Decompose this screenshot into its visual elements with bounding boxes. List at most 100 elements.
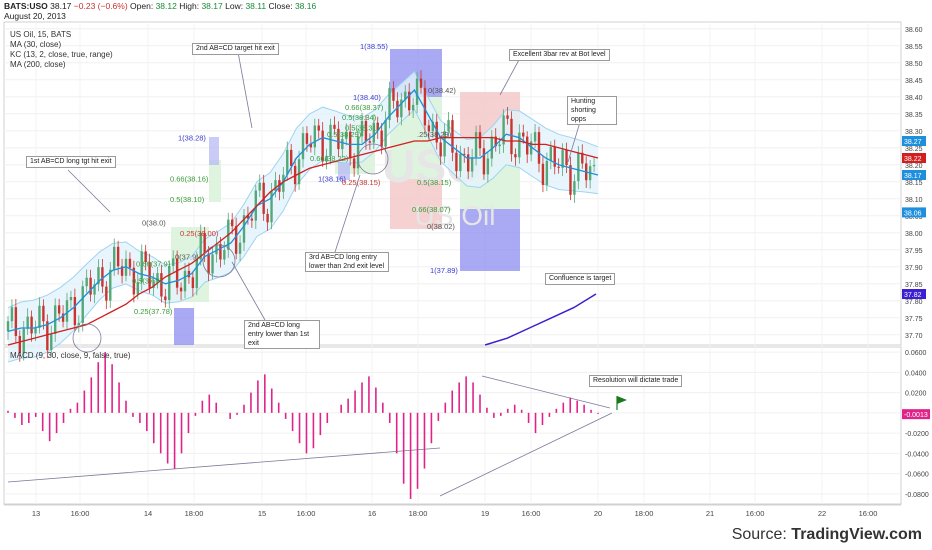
low-value: 38.11 <box>245 1 267 11</box>
indicator-macd[interactable]: MACD (9, 30, close, 9, false, true) <box>10 351 131 360</box>
time-tick-label: 18:00 <box>635 509 654 518</box>
candle-body <box>317 125 320 131</box>
price-tag <box>902 207 926 218</box>
candle-body <box>26 316 29 329</box>
candle-body <box>451 120 454 153</box>
annotation-callout[interactable]: Excellent 3bar rev at Bot level <box>509 49 610 61</box>
candle-body <box>467 154 470 172</box>
fib-level-label: 0(37.9) <box>175 253 199 262</box>
fib-level-label: 0.5(38.15) <box>417 178 452 187</box>
fib-level-label: 0.66(38.16) <box>170 174 209 183</box>
candle-body <box>113 246 116 270</box>
candle-body <box>54 305 57 335</box>
candle-body <box>577 152 580 182</box>
annotation-callout[interactable]: 1st AB=CD long tgt hit exit <box>26 156 116 168</box>
candle-body <box>360 120 364 137</box>
flag-icon <box>616 396 627 410</box>
annotation-callout[interactable]: 2nd AB=CD target hit exit <box>192 43 279 55</box>
annotation-callout[interactable]: Hunting shorting opps <box>567 96 617 125</box>
candle-body <box>148 262 151 288</box>
fib-level-label: 0(38.42) <box>428 86 456 95</box>
macd-tick-label: -0.0600 <box>905 472 929 479</box>
fib-level-label: 0.25(38.00) <box>180 229 219 238</box>
candle-body <box>313 125 316 148</box>
macd-tick-label: -0.0400 <box>905 451 929 458</box>
candle-body <box>73 297 77 326</box>
candle-body <box>443 131 446 157</box>
indicator-ma30[interactable]: MA (30, close) <box>10 40 62 49</box>
annotation-callout[interactable]: 2nd AB=CD long entry lower than 1st exit <box>244 320 320 349</box>
trend-line <box>439 412 613 497</box>
candle-body <box>77 323 80 326</box>
candle-body <box>592 164 596 167</box>
price-tag-label: 38.17 <box>904 173 922 180</box>
macd-tick-label: 0.0400 <box>905 370 927 377</box>
candle-body <box>42 305 45 322</box>
fib-labels: 1(38.28) 0.66(38.16) 0.5(38.10) 0(38.0) 0.25… <box>132 42 458 316</box>
candle-body <box>50 334 53 351</box>
close-label: Close: <box>268 1 293 11</box>
candle-body <box>57 305 61 314</box>
candle-body <box>6 321 10 332</box>
candle-body <box>46 321 49 351</box>
time-tick-label: 16:00 <box>746 509 765 518</box>
candle-body <box>65 300 69 322</box>
candle-body <box>219 243 222 260</box>
candle-body <box>470 157 474 172</box>
candle-body <box>14 307 18 337</box>
fib-level-label: 0.5(38.31) <box>345 123 380 132</box>
candle-body <box>179 287 183 292</box>
channel-upper <box>7 70 599 309</box>
drawings <box>7 51 613 497</box>
candle-body <box>573 181 576 195</box>
candle-body <box>537 132 541 164</box>
candle-body <box>85 277 88 287</box>
indicator-title[interactable]: US Oil, 15, BATS <box>10 30 72 39</box>
candle-body <box>89 277 92 295</box>
candle-body <box>486 158 490 175</box>
price-tag-label: 38.27 <box>904 139 922 146</box>
candle-body <box>376 122 379 131</box>
price-tick-label: 37.80 <box>905 299 923 306</box>
source-name: TradingView.com <box>791 526 922 543</box>
candle-body <box>136 282 139 295</box>
candle-body <box>120 266 124 276</box>
annotation-callout[interactable]: Resolution will dictate trade <box>589 375 683 387</box>
candle-body <box>490 136 493 159</box>
fib-level-label: 0.66(38.22) <box>310 154 349 163</box>
high-value: 38.17 <box>201 1 223 11</box>
candle-body <box>337 128 340 150</box>
price-tick-label: 38.30 <box>905 129 923 136</box>
indicator-ma200[interactable]: MA (200, close) <box>10 60 66 69</box>
fib-level-label: 0.5(38.10) <box>170 195 205 204</box>
annotation-callout[interactable]: 3rd AB=CD long entry lower than 2nd exit… <box>305 252 389 272</box>
candle-body <box>529 141 533 155</box>
candle-body <box>415 78 419 105</box>
fib-level-label: .25(38.29) <box>417 130 452 139</box>
candle-body <box>30 316 33 334</box>
watermark-name: US Oil <box>415 200 496 231</box>
candle-body <box>549 147 552 161</box>
candle-body <box>427 125 431 132</box>
indicator-kc[interactable]: KC (13, 2, close, true, range) <box>10 50 113 59</box>
price-tick-label: 38.55 <box>905 44 923 51</box>
circle-marker <box>357 143 389 175</box>
macd-value-tag <box>902 409 930 420</box>
candle-body <box>270 190 273 223</box>
annotation-callout[interactable]: Confluence is target <box>545 273 616 285</box>
candle-body <box>38 305 41 328</box>
macd-tick-label: 0.0600 <box>905 350 927 357</box>
candle-body <box>533 132 537 142</box>
macd-tick-label: -0.0800 <box>905 492 929 499</box>
time-tick-label: 16 <box>368 509 376 518</box>
time-tick-label: 14 <box>144 509 152 518</box>
candle-body <box>439 142 442 157</box>
price-tag-label: 38.22 <box>904 156 922 163</box>
time-tick-label: 13 <box>32 509 40 518</box>
candle-body <box>341 138 344 150</box>
candle-body <box>199 232 202 260</box>
price-tick-label: 38.20 <box>905 163 923 170</box>
candle-body <box>309 143 313 148</box>
fib-level-label: 1(37.89) <box>430 266 458 275</box>
